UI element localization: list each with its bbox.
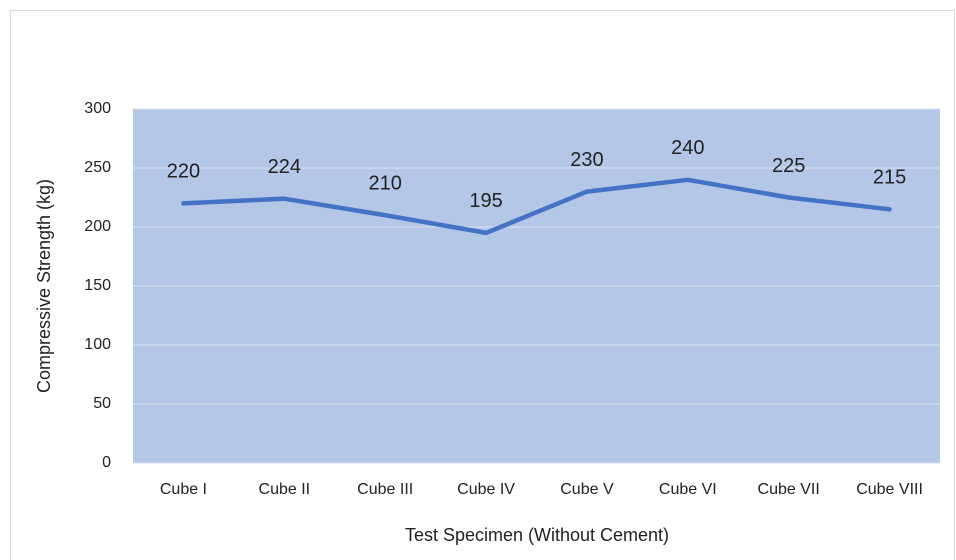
y-tick-label: 300 <box>84 100 111 117</box>
data-label: 210 <box>369 172 402 194</box>
y-axis-title: Compressive Strength (kg) <box>34 179 54 393</box>
x-tick-label: Cube VIII <box>856 481 923 498</box>
x-tick-label: Cube VII <box>758 481 820 498</box>
y-tick-label: 250 <box>84 159 111 176</box>
x-tick-label: Cube II <box>259 481 311 498</box>
data-label: 240 <box>671 137 704 159</box>
y-tick-label: 50 <box>93 395 111 412</box>
y-tick-label: 100 <box>84 336 111 353</box>
data-label: 225 <box>772 155 805 177</box>
y-tick-label: 150 <box>84 277 111 294</box>
data-label: 220 <box>167 161 200 183</box>
x-tick-label: Cube III <box>357 481 413 498</box>
data-line <box>181 177 892 236</box>
x-tick-label: Cube V <box>560 481 614 498</box>
data-label: 230 <box>570 149 603 171</box>
x-axis-title: Test Specimen (Without Cement) <box>405 525 669 545</box>
x-tick-label: Cube I <box>160 481 207 498</box>
y-tick-label: 200 <box>84 218 111 235</box>
x-tick-label: Cube IV <box>457 481 515 498</box>
data-label: 195 <box>469 190 502 212</box>
x-tick-label: Cube VI <box>659 481 717 498</box>
y-tick-label: 0 <box>102 454 111 471</box>
data-label: 224 <box>268 156 301 178</box>
data-label: 215 <box>873 167 906 189</box>
